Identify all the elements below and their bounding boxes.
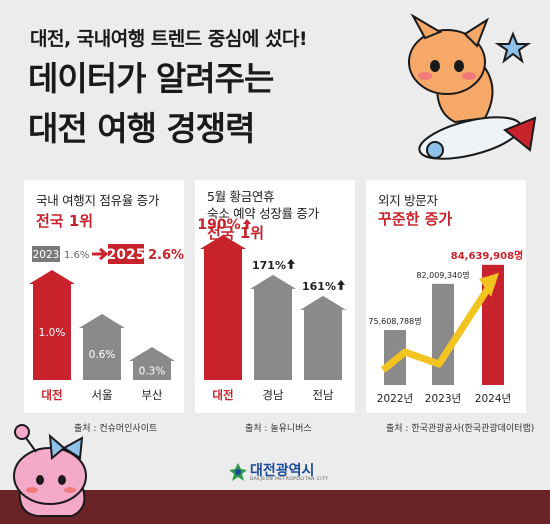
value-from-label: 1.6% bbox=[64, 250, 89, 261]
bar-value-label-1: 82,009,340명 bbox=[416, 270, 469, 280]
panel-domestic-share: 국내 여행지 점유율 증가 전국 1위 2023 1.6% 2025 2.6% … bbox=[24, 180, 184, 434]
logo-subtext: DAEJEON METROPOLITAN CITY bbox=[250, 477, 329, 482]
bar-1 bbox=[432, 283, 454, 385]
panel2-source: 출처 : 놀유니버스 bbox=[245, 424, 312, 434]
bar-value-label-0: 190% bbox=[197, 217, 240, 233]
category-label-1: 2023년 bbox=[425, 393, 461, 405]
bar-value-label-0: 75,608,788명 bbox=[368, 316, 421, 326]
bar-1 bbox=[79, 314, 125, 380]
chart-visitors: 75,608,788명 2022년 82,009,340명 2023년 84,639,9… bbox=[368, 249, 523, 405]
bar-0 bbox=[200, 235, 246, 380]
bar-2 bbox=[129, 347, 175, 380]
bar-value-label-1: 0.6% bbox=[89, 349, 116, 361]
year-from-label: 2023 bbox=[33, 249, 60, 261]
daejeon-logo: 대전광역시 DAEJEON METROPOLITAN CITY bbox=[228, 460, 338, 488]
chart-domestic-share: 2023 1.6% 2025 2.6% 1.0% 대전 0.6% 서울 0.3% 부산 bbox=[29, 244, 184, 402]
panel-visitors: 외지 방문자 꾸준한 증가 75,608,788명 2022년 82,009,340… bbox=[366, 180, 534, 434]
panel3-title: 외지 방문자 bbox=[378, 193, 438, 208]
arrow-up-icon bbox=[287, 258, 295, 269]
bar-value-label-2: 161% bbox=[302, 280, 336, 293]
bar-2 bbox=[300, 295, 346, 380]
panel3-highlight: 꾸준한 증가 bbox=[378, 210, 453, 228]
panel1-source: 출처 : 컨슈머인사이트 bbox=[74, 424, 158, 434]
category-label-2: 부산 bbox=[141, 388, 163, 402]
category-label-1: 서울 bbox=[91, 388, 112, 402]
arrow-up-icon bbox=[337, 279, 345, 290]
page-title-line1: 데이터가 알려주는 bbox=[28, 59, 274, 98]
panel1-highlight: 전국 1위 bbox=[36, 212, 94, 230]
panel3-source: 출처 : 한국관광공사(한국관광데이터랩) bbox=[386, 424, 535, 434]
panel2-title-line1: 5월 황금연휴 bbox=[207, 189, 275, 204]
category-label-2: 전남 bbox=[312, 388, 334, 402]
year-to-label: 2025 bbox=[107, 247, 146, 263]
year-to-badge bbox=[108, 244, 144, 264]
arrow-right-icon bbox=[92, 247, 109, 261]
category-label-0: 2022년 bbox=[377, 393, 413, 405]
bar-value-label-1: 171% bbox=[252, 259, 286, 272]
bar-0 bbox=[29, 270, 75, 380]
page-title-line2: 대전 여행 경쟁력 bbox=[28, 109, 255, 148]
bar-1 bbox=[250, 274, 296, 380]
bottom-band bbox=[0, 490, 550, 524]
category-label-0: 대전 bbox=[41, 388, 62, 402]
page-subtitle: 대전, 국내여행 트렌드 중심에 섰다! bbox=[30, 28, 308, 50]
trend-arrow-line bbox=[380, 284, 492, 373]
panel1-title: 국내 여행지 점유율 증가 bbox=[36, 193, 160, 208]
trend-arrow-head-icon bbox=[479, 272, 499, 297]
bar-value-label-2: 84,639,908명 bbox=[451, 249, 523, 262]
year-from-badge bbox=[32, 246, 60, 262]
panel-holiday-booking: 5월 황금연휴 숙소 예약 성장률 증가 전국 1위 190% 대전 171% 경남 1… bbox=[195, 180, 355, 434]
daejeon-emblem-icon bbox=[229, 463, 247, 481]
bar-value-label-0: 1.0% bbox=[39, 327, 66, 339]
bar-value-label-2: 0.3% bbox=[139, 366, 166, 378]
category-label-1: 경남 bbox=[262, 388, 284, 402]
category-label-0: 대전 bbox=[212, 388, 233, 402]
category-label-2: 2024년 bbox=[475, 393, 511, 405]
value-to-label: 2.6% bbox=[148, 248, 184, 263]
logo-name: 대전광역시 bbox=[250, 463, 315, 479]
panel2-title-line2: 숙소 예약 성장률 증가 bbox=[207, 206, 319, 221]
arrow-up-icon bbox=[243, 219, 251, 229]
chart-holiday-booking: 190% 대전 171% 경남 161% 전남 bbox=[197, 217, 346, 402]
